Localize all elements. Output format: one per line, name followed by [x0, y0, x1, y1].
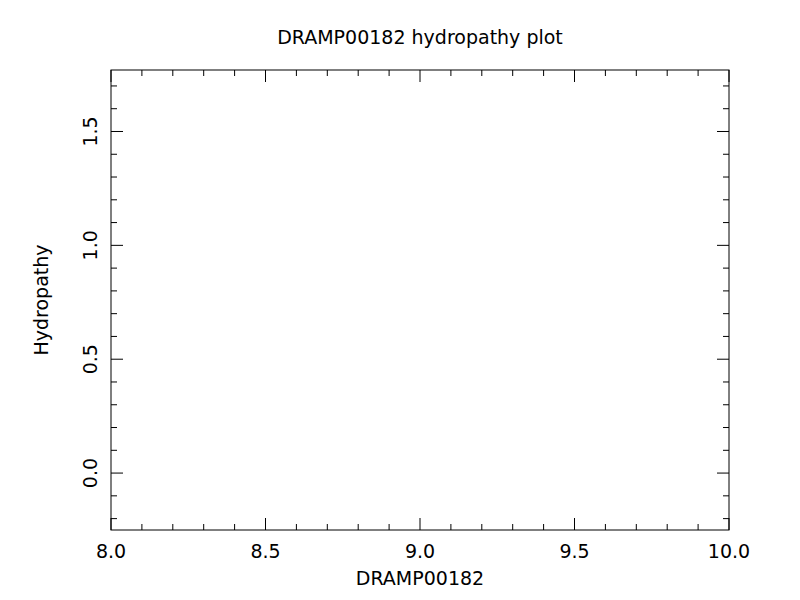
y-minor-tick	[723, 85, 729, 86]
background	[0, 0, 800, 600]
title: DRAMP00182 hydropathy plot	[277, 26, 563, 48]
x-minor-tick	[389, 524, 390, 530]
y-minor-tick	[723, 177, 729, 178]
x-minor-tick	[450, 70, 451, 76]
x-minor-tick	[296, 70, 297, 76]
y-minor-tick	[723, 336, 729, 337]
y-tick	[111, 131, 123, 132]
y-minor-tick	[111, 450, 117, 451]
x-minor-tick	[234, 524, 235, 530]
ticks	[111, 70, 729, 530]
x-minor-tick	[667, 70, 668, 76]
x-minor-tick	[296, 524, 297, 530]
y-minor-tick	[723, 381, 729, 382]
y-minor-tick	[723, 154, 729, 155]
x-tick	[420, 518, 421, 530]
x-minor-tick	[234, 70, 235, 76]
y-minor-tick	[111, 313, 117, 314]
x-minor-tick	[481, 70, 482, 76]
y-minor-tick	[723, 313, 729, 314]
x-minor-tick	[327, 524, 328, 530]
x-tick-label: 8.0	[96, 540, 126, 562]
chart-svg: DRAMP00182 hydropathy plot DRAMP00182 Hydr…	[0, 0, 800, 600]
x-tick	[574, 70, 575, 82]
y-minor-tick	[111, 222, 117, 223]
x-tick	[420, 70, 421, 82]
x-tick-label: 9.0	[405, 540, 435, 562]
y-minor-tick	[723, 108, 729, 109]
y-minor-tick	[723, 427, 729, 428]
y-tick-label: 0.0	[79, 458, 101, 488]
x-minor-tick	[358, 524, 359, 530]
x-tick	[574, 518, 575, 530]
x-minor-tick	[636, 70, 637, 76]
y-tick	[111, 473, 123, 474]
x-minor-tick	[698, 524, 699, 530]
y-minor-tick	[111, 108, 117, 109]
y-minor-tick	[111, 495, 117, 496]
y-tick-label: 1.0	[79, 230, 101, 260]
x-tick	[265, 518, 266, 530]
x-minor-tick	[543, 70, 544, 76]
x-minor-tick	[667, 524, 668, 530]
x-tick-label: 9.5	[559, 540, 589, 562]
x-minor-tick	[203, 70, 204, 76]
y-tick	[717, 359, 729, 360]
x-minor-tick	[512, 70, 513, 76]
x-minor-tick	[172, 524, 173, 530]
x-tick-label: 8.5	[250, 540, 280, 562]
y-minor-tick	[111, 404, 117, 405]
y-minor-tick	[111, 154, 117, 155]
x-tick	[111, 518, 112, 530]
x-minor-tick	[698, 70, 699, 76]
x-minor-tick	[481, 524, 482, 530]
y-tick-label: 1.5	[79, 116, 101, 146]
y-minor-tick	[111, 177, 117, 178]
x-minor-tick	[543, 524, 544, 530]
y-minor-tick	[111, 199, 117, 200]
x-tick-label: 10.0	[708, 540, 750, 562]
x-minor-tick	[605, 524, 606, 530]
x-axis-label: DRAMP00182	[356, 567, 484, 589]
y-minor-tick	[111, 85, 117, 86]
y-minor-tick	[723, 199, 729, 200]
x-minor-tick	[389, 70, 390, 76]
x-minor-tick	[450, 524, 451, 530]
y-tick	[717, 473, 729, 474]
x-minor-tick	[636, 524, 637, 530]
x-minor-tick	[141, 70, 142, 76]
y-tick-label: 0.5	[79, 344, 101, 374]
x-minor-tick	[172, 70, 173, 76]
y-tick	[717, 131, 729, 132]
y-tick	[111, 359, 123, 360]
x-tick	[729, 518, 730, 530]
y-minor-tick	[111, 290, 117, 291]
y-tick	[111, 245, 123, 246]
chart-container: DRAMP00182 hydropathy plot DRAMP00182 Hydr…	[0, 0, 800, 600]
y-tick	[717, 245, 729, 246]
y-minor-tick	[111, 427, 117, 428]
x-minor-tick	[358, 70, 359, 76]
y-minor-tick	[723, 290, 729, 291]
y-minor-tick	[723, 268, 729, 269]
x-minor-tick	[203, 524, 204, 530]
x-tick	[729, 70, 730, 82]
y-minor-tick	[111, 268, 117, 269]
y-minor-tick	[723, 404, 729, 405]
x-minor-tick	[141, 524, 142, 530]
x-minor-tick	[327, 70, 328, 76]
y-minor-tick	[723, 450, 729, 451]
y-minor-tick	[723, 518, 729, 519]
y-axis-label: Hydropathy	[30, 244, 52, 355]
x-minor-tick	[605, 70, 606, 76]
y-minor-tick	[723, 222, 729, 223]
x-tick	[111, 70, 112, 82]
y-minor-tick	[111, 381, 117, 382]
y-minor-tick	[111, 518, 117, 519]
x-minor-tick	[512, 524, 513, 530]
y-minor-tick	[723, 495, 729, 496]
y-minor-tick	[111, 336, 117, 337]
x-tick	[265, 70, 266, 82]
plot-frame	[111, 70, 729, 530]
